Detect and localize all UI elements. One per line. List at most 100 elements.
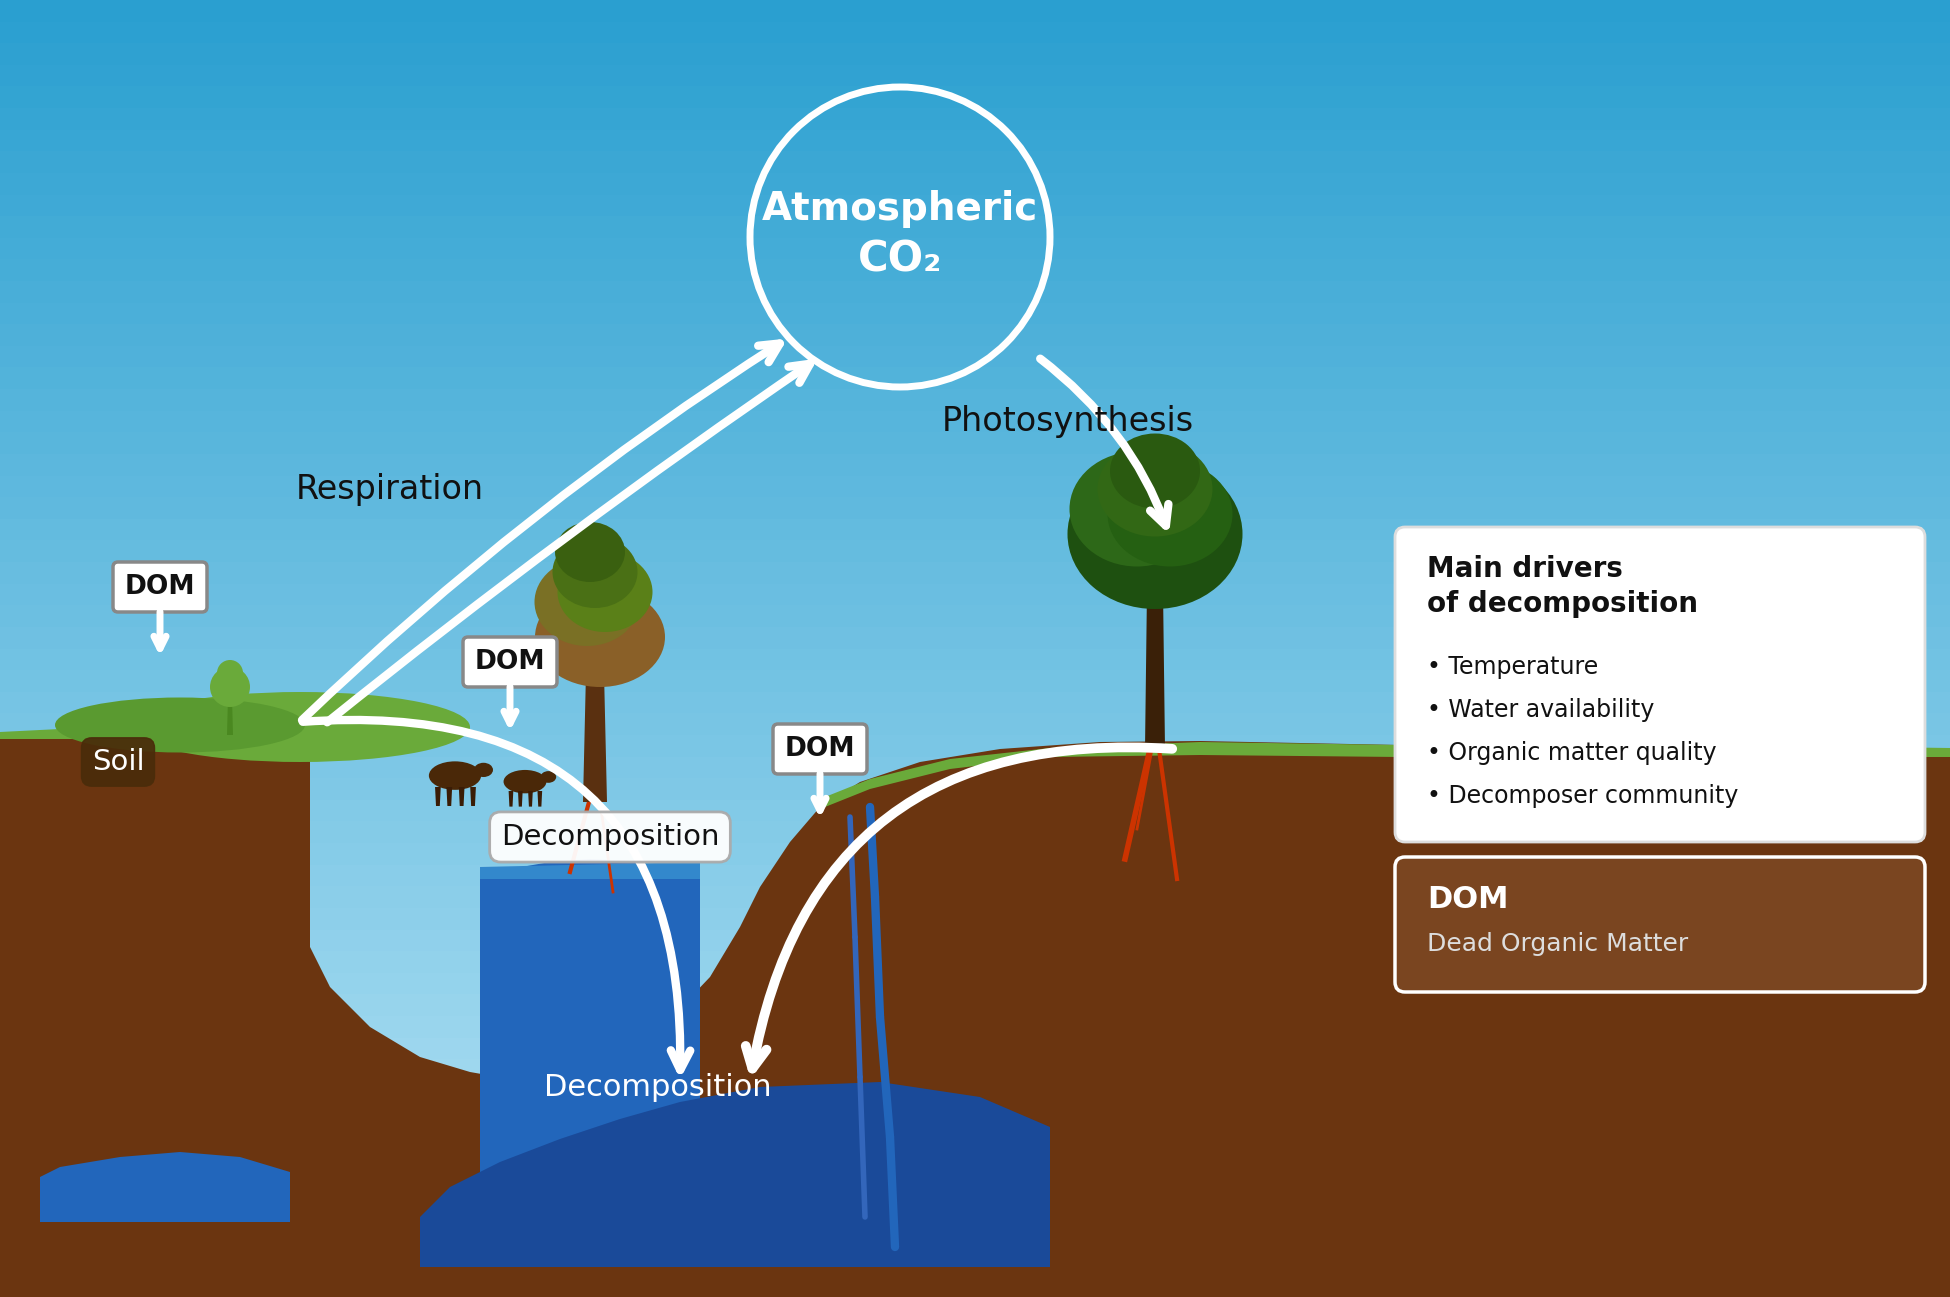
Text: CO₂: CO₂ — [858, 239, 942, 280]
Text: • Organic matter quality: • Organic matter quality — [1427, 741, 1716, 765]
Polygon shape — [0, 87, 1950, 108]
Ellipse shape — [131, 693, 470, 763]
Polygon shape — [0, 497, 1950, 519]
FancyBboxPatch shape — [113, 562, 207, 612]
FancyArrowPatch shape — [813, 774, 827, 811]
Ellipse shape — [1098, 441, 1213, 537]
Polygon shape — [480, 863, 700, 879]
Polygon shape — [0, 152, 1950, 173]
Polygon shape — [447, 787, 452, 805]
Polygon shape — [0, 346, 1950, 367]
Polygon shape — [419, 1082, 1049, 1267]
Polygon shape — [1145, 589, 1164, 748]
FancyArrowPatch shape — [328, 364, 809, 722]
Ellipse shape — [503, 770, 546, 794]
Polygon shape — [0, 756, 1950, 778]
Polygon shape — [0, 173, 1950, 195]
Text: DOM: DOM — [784, 735, 856, 763]
Text: Main drivers
of decomposition: Main drivers of decomposition — [1427, 555, 1698, 617]
Polygon shape — [0, 562, 1950, 584]
Polygon shape — [0, 1145, 1950, 1167]
FancyBboxPatch shape — [772, 724, 868, 774]
FancyArrowPatch shape — [745, 747, 1172, 1069]
Polygon shape — [0, 728, 310, 739]
Polygon shape — [0, 778, 1950, 800]
FancyBboxPatch shape — [462, 637, 558, 687]
Polygon shape — [0, 0, 1950, 22]
Polygon shape — [0, 626, 1950, 648]
Circle shape — [211, 667, 250, 707]
Polygon shape — [0, 259, 1950, 281]
Polygon shape — [0, 908, 1950, 930]
Polygon shape — [458, 787, 464, 805]
Polygon shape — [0, 735, 1950, 756]
Polygon shape — [0, 519, 1950, 541]
Polygon shape — [0, 1254, 1950, 1275]
Polygon shape — [0, 842, 1950, 1297]
Ellipse shape — [540, 772, 556, 783]
Text: • Water availability: • Water availability — [1427, 698, 1654, 722]
Polygon shape — [0, 671, 1950, 691]
Text: • Temperature: • Temperature — [1427, 655, 1599, 680]
Polygon shape — [0, 951, 1950, 973]
Polygon shape — [821, 742, 1950, 809]
Ellipse shape — [55, 698, 304, 752]
Polygon shape — [0, 281, 1950, 302]
Text: Decomposition: Decomposition — [501, 824, 720, 851]
Polygon shape — [0, 930, 1950, 951]
Polygon shape — [435, 787, 441, 805]
Polygon shape — [0, 1124, 1950, 1145]
Polygon shape — [0, 995, 1950, 1016]
FancyArrowPatch shape — [302, 344, 780, 720]
Circle shape — [1759, 677, 1782, 700]
Polygon shape — [0, 648, 1950, 671]
Text: Dead Organic Matter: Dead Organic Matter — [1427, 933, 1689, 956]
Polygon shape — [0, 1117, 1950, 1297]
Polygon shape — [509, 791, 513, 807]
Polygon shape — [0, 733, 1950, 1297]
Polygon shape — [0, 843, 1950, 865]
Text: Decomposition: Decomposition — [544, 1073, 772, 1101]
FancyBboxPatch shape — [1394, 527, 1925, 842]
Text: Photosynthesis: Photosynthesis — [942, 406, 1193, 438]
Polygon shape — [0, 389, 1950, 411]
Polygon shape — [0, 130, 1950, 152]
Polygon shape — [0, 43, 1950, 65]
Ellipse shape — [552, 536, 638, 608]
Polygon shape — [0, 1038, 1950, 1060]
Polygon shape — [0, 1016, 1950, 1038]
Polygon shape — [0, 65, 1950, 87]
Polygon shape — [0, 886, 1950, 908]
Polygon shape — [226, 696, 232, 735]
Polygon shape — [0, 541, 1950, 562]
FancyArrowPatch shape — [154, 612, 166, 648]
Text: DOM: DOM — [474, 648, 546, 674]
FancyBboxPatch shape — [1394, 857, 1925, 992]
Ellipse shape — [558, 553, 653, 632]
Polygon shape — [0, 1080, 1950, 1102]
Polygon shape — [0, 691, 1950, 713]
Polygon shape — [0, 237, 1950, 259]
Ellipse shape — [1069, 451, 1205, 567]
Ellipse shape — [1108, 462, 1232, 567]
Text: Soil: Soil — [92, 748, 144, 776]
Polygon shape — [0, 1102, 1950, 1124]
Polygon shape — [0, 1167, 1950, 1189]
FancyArrowPatch shape — [503, 687, 517, 724]
Ellipse shape — [534, 588, 665, 687]
Polygon shape — [0, 1275, 1950, 1297]
Polygon shape — [0, 1060, 1950, 1080]
FancyArrowPatch shape — [302, 720, 690, 1070]
Polygon shape — [0, 22, 1950, 43]
Ellipse shape — [534, 558, 640, 646]
Polygon shape — [0, 476, 1950, 497]
Polygon shape — [538, 791, 542, 807]
Text: Respiration: Respiration — [296, 472, 484, 506]
Polygon shape — [470, 787, 476, 805]
Ellipse shape — [429, 761, 482, 790]
Polygon shape — [41, 1152, 291, 1222]
Polygon shape — [0, 584, 1950, 606]
Polygon shape — [528, 791, 532, 807]
Polygon shape — [0, 454, 1950, 476]
Polygon shape — [0, 217, 1950, 237]
